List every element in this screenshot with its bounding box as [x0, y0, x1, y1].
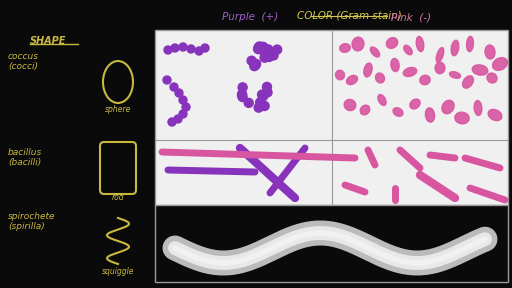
- Circle shape: [174, 115, 182, 123]
- Text: coccus
(cocci): coccus (cocci): [8, 52, 39, 71]
- Circle shape: [273, 45, 282, 54]
- Bar: [155, 30, 508, 205]
- Circle shape: [164, 46, 172, 54]
- Ellipse shape: [451, 40, 459, 56]
- Text: bacillus
(bacilli): bacillus (bacilli): [8, 148, 42, 167]
- Circle shape: [238, 92, 247, 101]
- Ellipse shape: [474, 101, 482, 115]
- Circle shape: [238, 91, 247, 100]
- Circle shape: [259, 42, 268, 51]
- Ellipse shape: [378, 94, 386, 105]
- Ellipse shape: [347, 75, 357, 85]
- Ellipse shape: [360, 105, 370, 115]
- Circle shape: [179, 96, 187, 104]
- Circle shape: [253, 45, 263, 54]
- Circle shape: [247, 56, 256, 65]
- Ellipse shape: [472, 65, 488, 75]
- Ellipse shape: [462, 76, 474, 88]
- Circle shape: [168, 118, 176, 126]
- Ellipse shape: [425, 108, 435, 122]
- Ellipse shape: [335, 70, 345, 80]
- Ellipse shape: [364, 63, 372, 77]
- Ellipse shape: [493, 58, 507, 70]
- Circle shape: [175, 89, 183, 97]
- Circle shape: [260, 53, 269, 62]
- Circle shape: [179, 110, 187, 118]
- Ellipse shape: [435, 62, 445, 74]
- Text: sphere: sphere: [105, 105, 131, 114]
- Circle shape: [254, 43, 263, 52]
- Ellipse shape: [450, 72, 460, 78]
- Ellipse shape: [370, 47, 380, 57]
- Circle shape: [163, 76, 171, 84]
- Ellipse shape: [339, 44, 350, 52]
- Ellipse shape: [455, 112, 469, 124]
- Circle shape: [250, 62, 259, 71]
- Circle shape: [195, 47, 203, 55]
- Ellipse shape: [404, 45, 412, 55]
- Ellipse shape: [416, 36, 424, 52]
- Circle shape: [254, 103, 263, 112]
- Ellipse shape: [391, 58, 399, 72]
- Circle shape: [255, 42, 264, 51]
- Ellipse shape: [420, 75, 430, 85]
- Circle shape: [244, 98, 253, 107]
- Circle shape: [251, 59, 261, 68]
- Ellipse shape: [436, 48, 444, 62]
- Text: Purple  (+): Purple (+): [222, 12, 279, 22]
- Circle shape: [264, 45, 273, 54]
- Circle shape: [259, 92, 268, 101]
- Text: spirochete
(spirilla): spirochete (spirilla): [8, 212, 55, 231]
- Circle shape: [263, 88, 272, 97]
- Circle shape: [269, 51, 278, 60]
- Circle shape: [182, 103, 190, 111]
- Circle shape: [238, 83, 247, 92]
- Text: squiggle: squiggle: [102, 267, 134, 276]
- Circle shape: [179, 43, 187, 51]
- Ellipse shape: [410, 99, 420, 109]
- Circle shape: [260, 101, 269, 111]
- Circle shape: [265, 52, 273, 61]
- Ellipse shape: [485, 45, 495, 59]
- Circle shape: [263, 82, 271, 91]
- Circle shape: [170, 83, 178, 91]
- Text: COLOR (Gram stain): COLOR (Gram stain): [297, 10, 401, 20]
- Circle shape: [238, 90, 247, 99]
- Ellipse shape: [344, 99, 356, 111]
- Ellipse shape: [393, 108, 403, 116]
- Text: rod: rod: [112, 193, 124, 202]
- Ellipse shape: [403, 67, 417, 77]
- Text: Pink  (-): Pink (-): [391, 12, 431, 22]
- Ellipse shape: [487, 73, 497, 83]
- Circle shape: [251, 60, 260, 69]
- Circle shape: [258, 46, 267, 55]
- Bar: [155, 205, 508, 282]
- Circle shape: [201, 44, 209, 52]
- Ellipse shape: [386, 38, 398, 48]
- Ellipse shape: [442, 100, 454, 114]
- Ellipse shape: [375, 73, 385, 83]
- Circle shape: [255, 98, 265, 107]
- Ellipse shape: [466, 36, 474, 52]
- Text: SHAPE: SHAPE: [30, 36, 67, 46]
- Circle shape: [258, 90, 267, 99]
- Circle shape: [187, 45, 195, 53]
- Circle shape: [171, 44, 179, 52]
- Ellipse shape: [352, 37, 364, 51]
- Ellipse shape: [488, 109, 502, 121]
